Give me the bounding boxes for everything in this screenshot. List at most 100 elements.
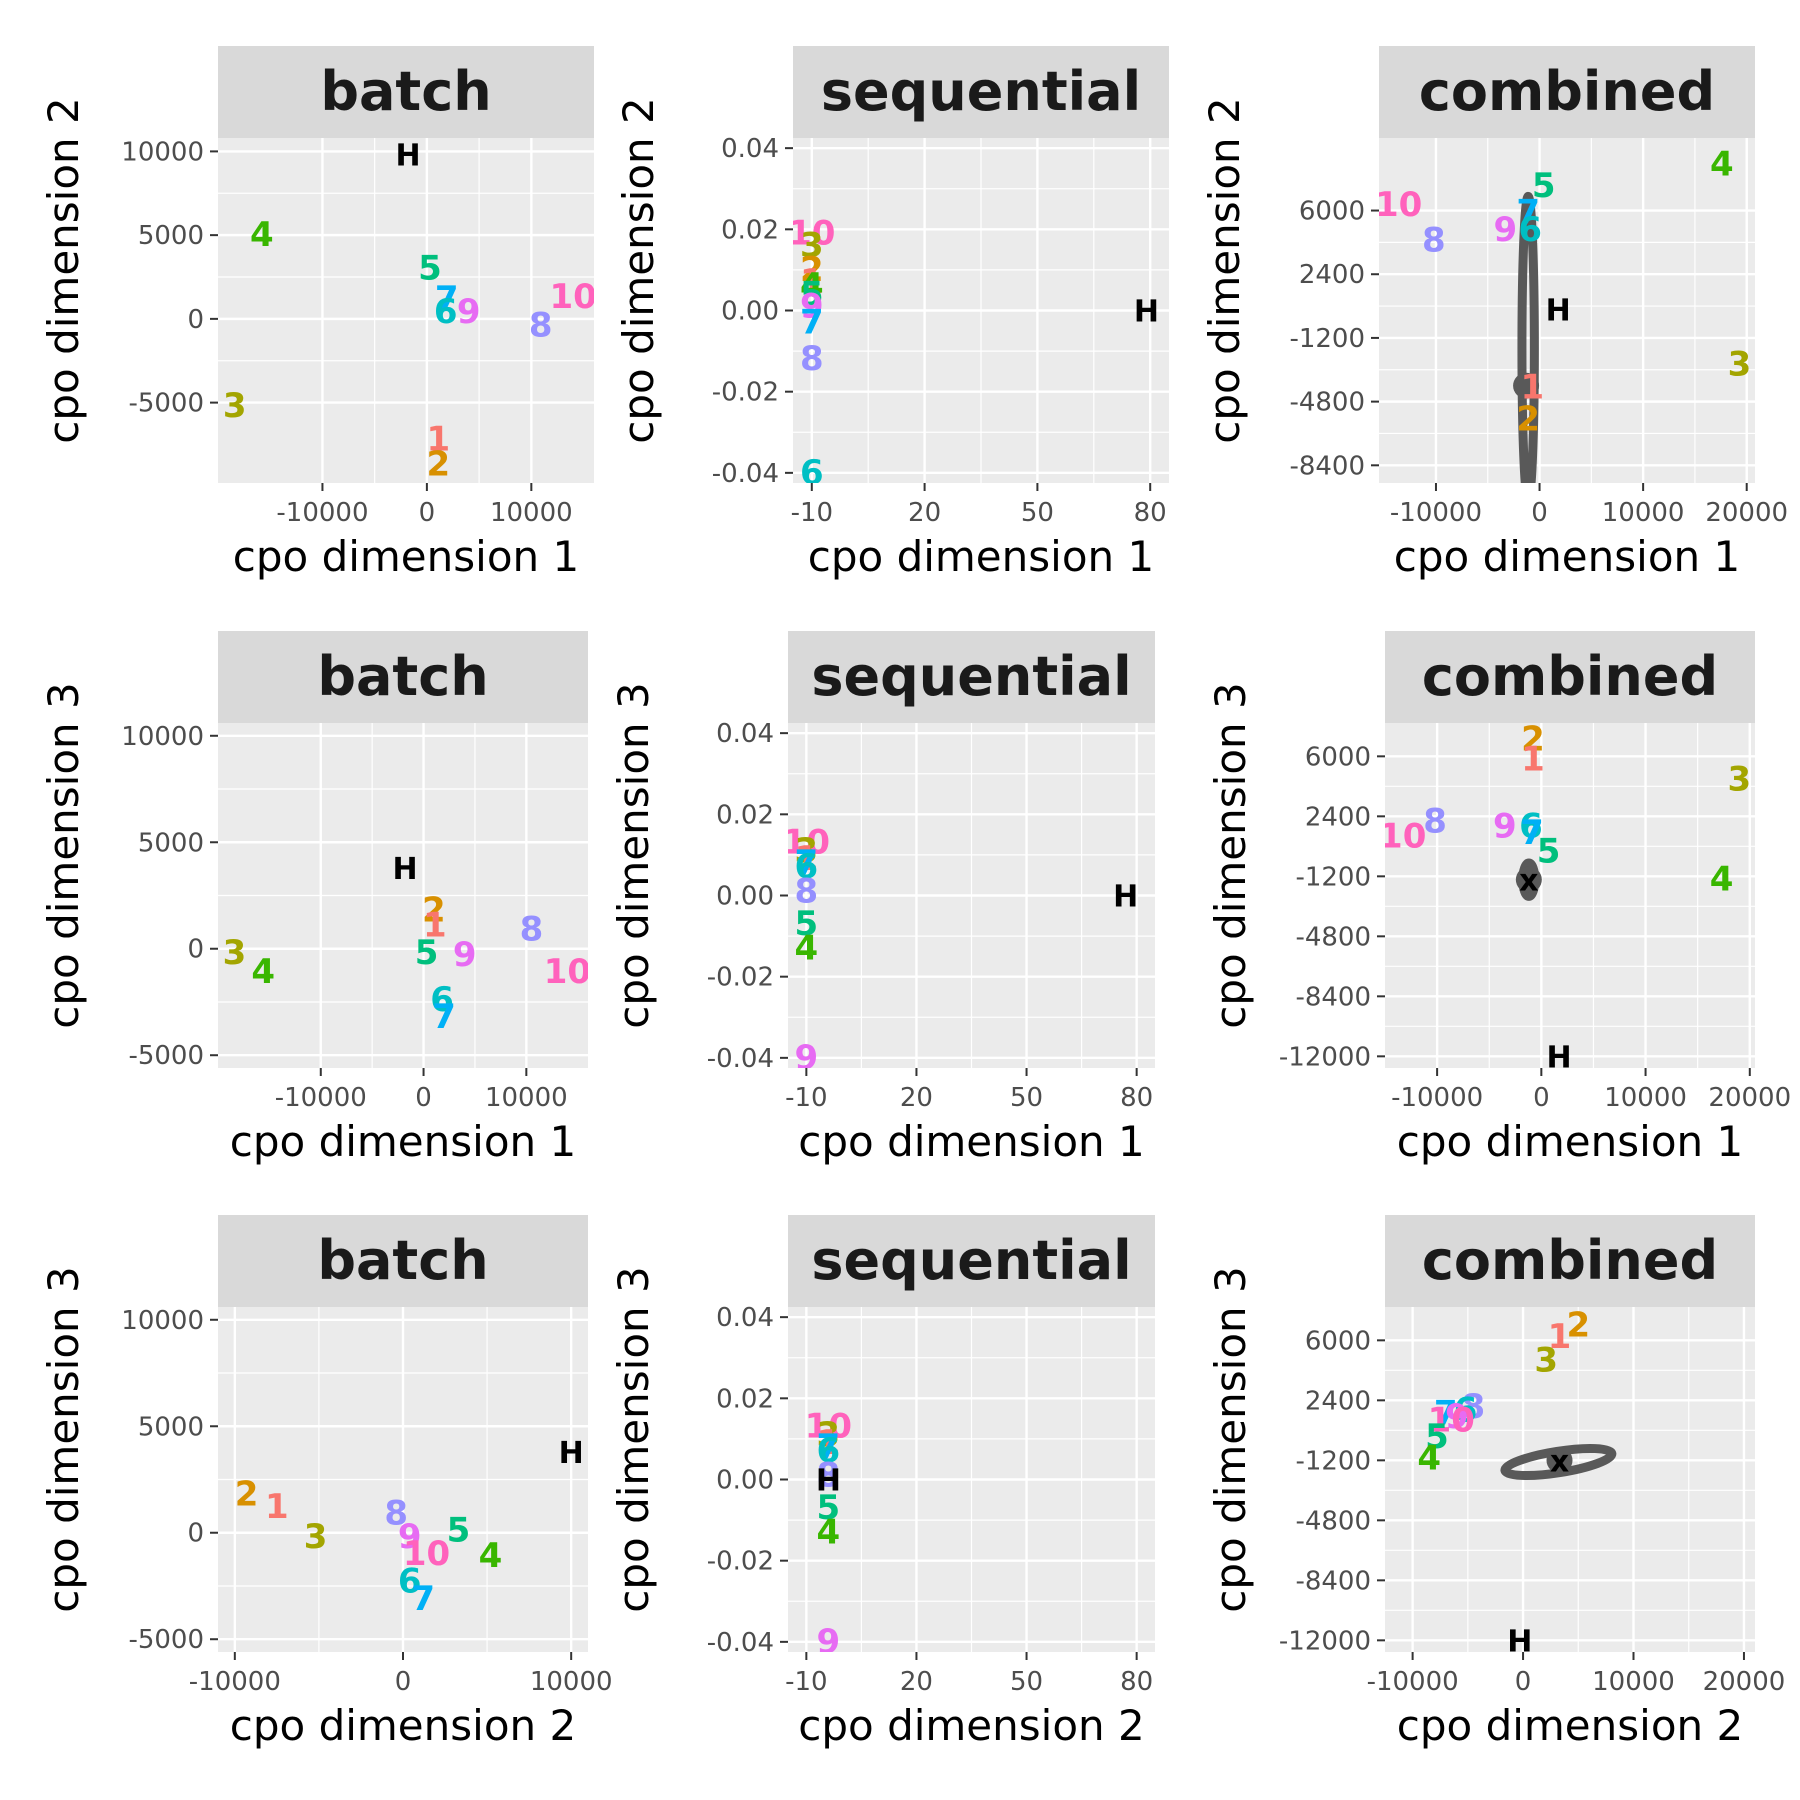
y-tick-label: 0.02: [721, 215, 779, 245]
x-tick-label: 10000: [530, 1667, 613, 1697]
y-axis-title: cpo dimension 2: [1200, 97, 1249, 443]
facet-panel-8: sequential -10 20 50 80 -0.04 -0.02 0.00 0.02 0.0…: [609, 1215, 1155, 1750]
point-label-9: 9: [800, 286, 824, 326]
y-tick-label: 5000: [138, 828, 204, 858]
point-label-6: 6: [817, 1431, 841, 1471]
point-label-8: 8: [1422, 221, 1446, 261]
point-label-6: 6: [434, 292, 458, 332]
x-tick-label: -10000: [1391, 1083, 1483, 1113]
point-label-3: 3: [1728, 344, 1752, 384]
y-tick-label: -8400: [1295, 982, 1371, 1012]
point-label-2: 2: [1516, 399, 1540, 439]
point-label-9: 9: [1445, 1397, 1469, 1437]
point-label-4: 4: [795, 928, 819, 968]
x-tick-label: -10: [791, 498, 833, 528]
facet-strip-label: combined: [1419, 60, 1715, 123]
y-tick-label: 0.02: [716, 1384, 774, 1414]
point-label-7: 7: [432, 997, 456, 1037]
point-label-10: 10: [1428, 1400, 1475, 1440]
y-tick-label: 2400: [1305, 802, 1371, 832]
facet-strip: [788, 631, 1155, 723]
point-label-4: 4: [251, 952, 275, 992]
y-tick-label: 10000: [121, 722, 204, 752]
x-tick-label: 80: [1134, 498, 1167, 528]
facet-strip-label: combined: [1422, 1229, 1718, 1292]
point-label-H: H: [393, 852, 418, 887]
point-label-3: 3: [1728, 760, 1752, 800]
point-label-3: 3: [800, 226, 824, 266]
point-label-5: 5: [415, 933, 439, 973]
point-label-9: 9: [398, 1517, 422, 1557]
y-axis-title: cpo dimension 3: [39, 1266, 88, 1612]
x-tick-label: 20: [908, 498, 941, 528]
x-tick-label: -10000: [189, 1667, 281, 1697]
facet-strip: [793, 46, 1169, 138]
x-tick-label: 0: [1533, 1083, 1550, 1113]
y-tick-label: -12000: [1279, 1626, 1371, 1656]
point-label-6: 6: [1518, 210, 1542, 250]
point-label-7: 7: [1520, 813, 1544, 853]
point-label-10: 10: [544, 952, 591, 992]
x-tick-label: 0: [395, 1667, 412, 1697]
x-tick-label: -10000: [276, 498, 368, 528]
x-tick-label: 50: [1010, 1667, 1043, 1697]
y-tick-label: 6000: [1305, 1326, 1371, 1356]
point-label-5: 5: [1425, 1417, 1449, 1457]
marks-layer: H 4 576 9 108 3 12: [223, 139, 594, 483]
x-axis-title: cpo dimension 2: [1397, 1701, 1743, 1750]
y-tick-label: -12000: [1279, 1042, 1371, 1072]
point-label-10: 10: [805, 1407, 852, 1447]
point-label-6: 6: [1454, 1390, 1478, 1430]
y-tick-label: -0.02: [707, 1547, 774, 1577]
y-tick-label: -1200: [1295, 862, 1371, 892]
y-tick-label: -0.02: [712, 378, 779, 408]
facet-panel-1: batch -10000 0 10000 -5000 0 5000 10000 cpo dime…: [39, 46, 594, 581]
facet-panel-2: sequential -10 20 50 80 -0.04 -0.02 0.00 0.02 0.0…: [614, 46, 1169, 581]
confidence-ellipse: [1517, 191, 1539, 483]
facet-panel-9: combined -10000 0 10000 20000 -12000 -8400 -480…: [1206, 1215, 1785, 1750]
point-label-2: 2: [235, 1474, 259, 1514]
point-label-9: 9: [817, 1622, 841, 1662]
point-label-8: 8: [529, 306, 553, 346]
y-tick-label: -4800: [1289, 388, 1365, 418]
point-label-10: 10: [783, 823, 830, 863]
facet-strip: [218, 1215, 588, 1307]
point-label-2: 2: [800, 250, 824, 290]
y-axis-title: cpo dimension 2: [614, 97, 663, 443]
point-label-9: 9: [1493, 806, 1517, 846]
point-label-3: 3: [795, 831, 819, 871]
y-tick-label: 0.04: [716, 1303, 774, 1333]
facet-strip: [218, 46, 594, 138]
point-label-H: H: [816, 1464, 841, 1499]
x-axis-title: cpo dimension 1: [1394, 532, 1740, 581]
y-axis-title: cpo dimension 3: [39, 682, 88, 1028]
y-tick-label: 5000: [138, 221, 204, 251]
x-tick-label: 10000: [485, 1083, 568, 1113]
x-tick-label: -10: [785, 1667, 827, 1697]
panel-background: [1385, 723, 1755, 1068]
x-tick-label: 10000: [1604, 1083, 1687, 1113]
point-label-H: H: [1134, 295, 1159, 330]
point-label-1: 1: [800, 262, 824, 302]
y-tick-label: 0: [187, 935, 204, 965]
x-tick-label: 20000: [1703, 1667, 1786, 1697]
point-label-1: 1: [795, 839, 819, 879]
facet-strip: [1379, 46, 1755, 138]
point-label-H: H: [559, 1436, 584, 1471]
y-tick-label: 6000: [1299, 197, 1365, 227]
x-tick-label: 20000: [1708, 1083, 1791, 1113]
x-tick-label: 0: [1531, 498, 1548, 528]
y-tick-label: -5000: [128, 1041, 204, 1071]
y-tick-label: 10000: [121, 137, 204, 167]
point-label-H: H: [1546, 294, 1571, 329]
y-tick-label: 0: [187, 305, 204, 335]
x-tick-label: 10000: [490, 498, 573, 528]
x-tick-label: 20: [900, 1083, 933, 1113]
point-label-6: 6: [430, 980, 454, 1020]
facet-strip-label: batch: [317, 645, 488, 708]
point-label-5: 5: [447, 1511, 471, 1551]
point-label-8: 8: [1462, 1387, 1486, 1427]
x-tick-label: -10000: [1367, 1667, 1459, 1697]
facet-strip-label: sequential: [811, 645, 1131, 708]
x-tick-label: -10000: [1390, 498, 1482, 528]
